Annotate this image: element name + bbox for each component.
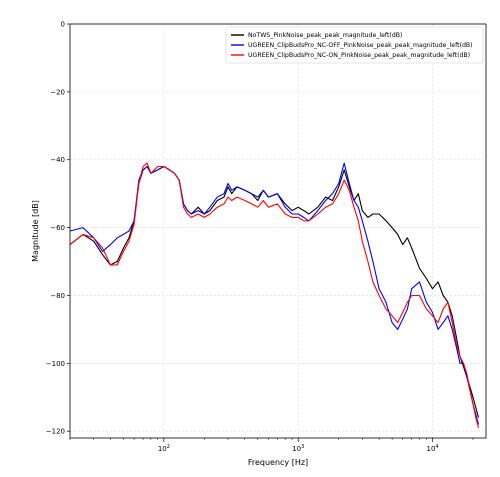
y-tick-label: −120: [46, 428, 65, 436]
axis-ticks: 0 −20 −40 −60 −80 −100 −120 102 103 104: [46, 21, 474, 453]
plot-background: [70, 24, 486, 438]
legend-box: [225, 26, 484, 64]
y-axis-label: Magnitude [dB]: [31, 200, 40, 262]
y-tick-label: −20: [50, 88, 65, 96]
x-axis-label: Frequency [Hz]: [248, 458, 308, 467]
y-tick-label: −40: [50, 156, 65, 164]
y-tick-label: −60: [50, 224, 65, 232]
legend-label: NoTWS_PinkNoise_peak_peak_magnitude_left…: [248, 32, 402, 39]
legend-label: UGREEN_ClipBudsPro_NC-ON_PinkNoise_peak_…: [248, 52, 470, 59]
y-tick-label: 0: [61, 21, 65, 29]
legend: NoTWS_PinkNoise_peak_peak_magnitude_left…: [225, 26, 484, 64]
legend-label: UGREEN_ClipBudsPro_NC-OFF_PinkNoise_peak…: [248, 42, 473, 49]
x-tick-label: 102: [158, 444, 170, 453]
y-tick-label: −80: [50, 292, 65, 300]
series-line-3: [69, 162, 480, 428]
x-tick-label: 104: [426, 444, 438, 453]
y-tick-label: −100: [46, 360, 65, 368]
series-lines: [69, 162, 480, 428]
x-tick-label: 103: [292, 444, 304, 453]
plot-frame: [69, 23, 487, 439]
